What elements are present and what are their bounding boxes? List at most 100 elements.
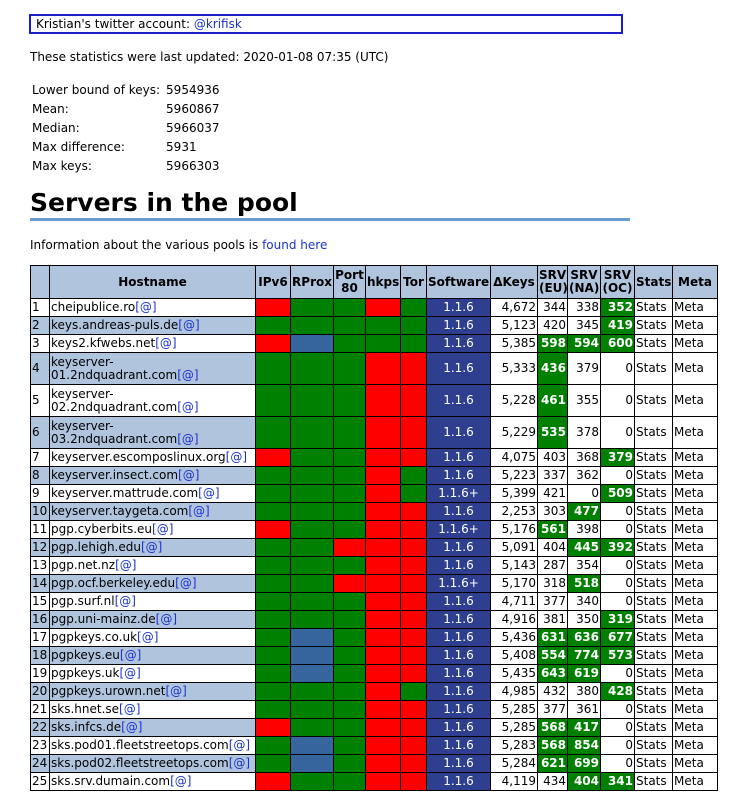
stats-link[interactable]: Stats — [636, 612, 667, 626]
stats-link[interactable]: Stats — [636, 361, 667, 375]
hostname-link[interactable]: pgpkeys.urown.net — [51, 684, 166, 698]
host-at-link[interactable]: [@] — [119, 648, 142, 662]
meta-link[interactable]: Meta — [674, 468, 704, 482]
hostname-link[interactable]: keyserver.mattrude.com — [51, 486, 199, 500]
pool-info-link[interactable]: found here — [262, 238, 328, 252]
stats-link[interactable]: Stats — [636, 504, 667, 518]
host-at-link[interactable]: [@] — [177, 431, 199, 446]
hostname-link[interactable]: pgp.net.nz — [51, 558, 116, 572]
meta-link[interactable]: Meta — [674, 450, 704, 464]
stats-link[interactable]: Stats — [636, 300, 667, 314]
stats-link[interactable]: Stats — [636, 336, 667, 350]
host-at-link[interactable]: [@] — [114, 594, 136, 608]
stats-link[interactable]: Stats — [636, 393, 667, 407]
meta-link[interactable]: Meta — [674, 318, 704, 332]
meta-link[interactable]: Meta — [674, 702, 704, 716]
stats-link[interactable]: Stats — [636, 630, 667, 644]
stats-link[interactable]: Stats — [636, 702, 667, 716]
hostname-link[interactable]: sks.srv.dumain.com — [51, 774, 171, 788]
hostname-link[interactable]: keyserver-02.2ndquadrant.com — [51, 386, 178, 414]
host-at-link[interactable]: [@] — [140, 540, 163, 554]
meta-link[interactable]: Meta — [674, 576, 704, 590]
host-at-link[interactable]: [@] — [228, 756, 251, 770]
hostname-link[interactable]: pgp.surf.nl — [51, 594, 115, 608]
host-at-link[interactable]: [@] — [135, 300, 157, 314]
stats-link[interactable]: Stats — [636, 522, 667, 536]
host-at-link[interactable]: [@] — [155, 336, 177, 350]
host-at-link[interactable]: [@] — [175, 576, 197, 590]
host-at-link[interactable]: [@] — [119, 702, 141, 716]
meta-link[interactable]: Meta — [674, 425, 704, 439]
meta-link[interactable]: Meta — [674, 393, 704, 407]
hostname-link[interactable]: keyserver-03.2ndquadrant.com — [51, 418, 178, 446]
hostname-link[interactable]: keys2.kfwebs.net — [51, 336, 156, 350]
host-at-link[interactable]: [@] — [115, 558, 137, 572]
host-at-link[interactable]: [@] — [121, 720, 143, 734]
hostname-link[interactable]: sks.pod02.fleetstreetops.com — [51, 756, 229, 770]
stats-link[interactable]: Stats — [636, 468, 667, 482]
hostname-link[interactable]: keyserver.insect.com — [51, 468, 179, 482]
meta-link[interactable]: Meta — [674, 666, 704, 680]
meta-link[interactable]: Meta — [674, 774, 704, 788]
host-at-link[interactable]: [@] — [177, 399, 199, 414]
meta-link[interactable]: Meta — [674, 630, 704, 644]
stats-link[interactable]: Stats — [636, 486, 667, 500]
host-at-link[interactable]: [@] — [188, 504, 210, 518]
meta-link[interactable]: Meta — [674, 522, 704, 536]
meta-link[interactable]: Meta — [674, 594, 704, 608]
host-at-link[interactable]: [@] — [165, 684, 187, 698]
meta-link[interactable]: Meta — [674, 612, 704, 626]
stats-link[interactable]: Stats — [636, 648, 667, 662]
host-at-link[interactable]: [@] — [225, 450, 248, 464]
hostname-link[interactable]: sks.pod01.fleetstreetops.com — [51, 738, 229, 752]
stats-link[interactable]: Stats — [636, 450, 667, 464]
host-at-link[interactable]: [@] — [178, 468, 200, 482]
host-at-link[interactable]: [@] — [170, 774, 192, 788]
hostname-link[interactable]: sks.infcs.de — [51, 720, 122, 734]
meta-link[interactable]: Meta — [674, 684, 704, 698]
hostname-link[interactable]: keyserver.taygeta.com — [51, 504, 189, 518]
hostname-link[interactable]: pgpkeys.uk — [51, 666, 120, 680]
stats-link[interactable]: Stats — [636, 684, 667, 698]
meta-link[interactable]: Meta — [674, 720, 704, 734]
meta-link[interactable]: Meta — [674, 648, 704, 662]
meta-link[interactable]: Meta — [674, 756, 704, 770]
hostname-link[interactable]: cheipublice.ro — [51, 300, 136, 314]
stats-link[interactable]: Stats — [636, 720, 667, 734]
twitter-handle-link[interactable]: @krifisk — [193, 17, 242, 31]
hostname-link[interactable]: pgp.cyberbits.eu — [51, 522, 153, 536]
host-at-link[interactable]: [@] — [177, 367, 199, 382]
stats-link[interactable]: Stats — [636, 666, 667, 680]
hostname-link[interactable]: pgp.uni-mainz.de — [51, 612, 156, 626]
hostname-link[interactable]: sks.hnet.se — [51, 702, 120, 716]
stats-link[interactable]: Stats — [636, 576, 667, 590]
hostname-link[interactable]: keyserver.escomposlinux.org — [51, 450, 226, 464]
meta-link[interactable]: Meta — [674, 558, 704, 572]
meta-link[interactable]: Meta — [674, 300, 704, 314]
stats-link[interactable]: Stats — [636, 756, 667, 770]
host-at-link[interactable]: [@] — [178, 318, 200, 332]
stats-link[interactable]: Stats — [636, 774, 667, 788]
host-at-link[interactable]: [@] — [228, 738, 251, 752]
meta-link[interactable]: Meta — [674, 504, 704, 518]
host-at-link[interactable]: [@] — [155, 612, 178, 626]
stats-link[interactable]: Stats — [636, 425, 667, 439]
meta-link[interactable]: Meta — [674, 738, 704, 752]
meta-link[interactable]: Meta — [674, 540, 704, 554]
hostname-link[interactable]: keyserver-01.2ndquadrant.com — [51, 354, 178, 382]
host-at-link[interactable]: [@] — [152, 522, 174, 536]
stats-link[interactable]: Stats — [636, 540, 667, 554]
stats-link[interactable]: Stats — [636, 558, 667, 572]
hostname-link[interactable]: keys.andreas-puls.de — [51, 318, 179, 332]
meta-link[interactable]: Meta — [674, 361, 704, 375]
hostname-link[interactable]: pgpkeys.co.uk — [51, 630, 138, 644]
stats-link[interactable]: Stats — [636, 738, 667, 752]
hostname-link[interactable]: pgp.ocf.berkeley.edu — [51, 576, 176, 590]
meta-link[interactable]: Meta — [674, 336, 704, 350]
meta-link[interactable]: Meta — [674, 486, 704, 500]
host-at-link[interactable]: [@] — [137, 630, 159, 644]
host-at-link[interactable]: [@] — [119, 666, 141, 680]
hostname-link[interactable]: pgp.lehigh.edu — [51, 540, 141, 554]
stats-link[interactable]: Stats — [636, 594, 667, 608]
stats-link[interactable]: Stats — [636, 318, 667, 332]
